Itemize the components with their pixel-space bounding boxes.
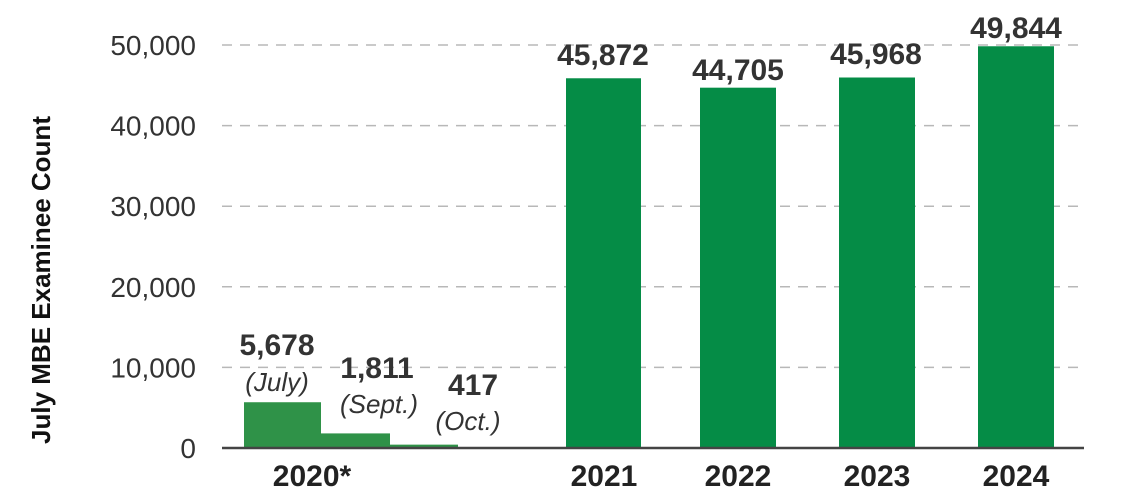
- data-label: 49,844: [970, 12, 1062, 45]
- bar-2021: [566, 78, 641, 449]
- x-tick-label: 2021: [571, 460, 638, 493]
- gridlines: [222, 44, 1084, 369]
- data-label: 45,872: [557, 39, 649, 72]
- bar-2023: [839, 77, 915, 448]
- y-tick-label: 40,000: [110, 111, 196, 142]
- data-sublabel: (July): [245, 367, 309, 397]
- y-tick-label: 10,000: [110, 352, 196, 383]
- y-axis-label: July MBE Examinee Count: [26, 116, 56, 444]
- y-tick-label: 50,000: [110, 30, 196, 61]
- data-sublabel: (Sept.): [340, 389, 418, 419]
- x-tick-label: 2020*: [273, 460, 352, 493]
- bar-2020-2: [390, 444, 458, 448]
- x-tick-label: 2023: [844, 460, 911, 493]
- y-tick-label: 0: [180, 433, 196, 464]
- data-label: 45,968: [830, 38, 922, 71]
- y-tick-labels: 0 10,000 20,000 30,000 40,000 50,000: [110, 30, 196, 464]
- bar-2024: [978, 46, 1054, 449]
- bar-2020-1: [321, 433, 390, 448]
- x-tick-label: 2024: [983, 460, 1050, 493]
- data-labels: 5,678 (July) 1,811 (Sept.) 417 (Oct.) 45,872 44…: [239, 12, 1062, 436]
- x-tick-labels: 2020* 2021 2022 2023 2024: [273, 460, 1050, 493]
- data-sublabel: (Oct.): [436, 406, 501, 436]
- data-label: 1,811: [340, 352, 413, 385]
- data-label: 5,678: [239, 329, 314, 362]
- y-tick-label: 30,000: [110, 191, 196, 222]
- data-label: 44,705: [692, 54, 784, 87]
- bar-2022: [700, 87, 776, 448]
- data-label: 417: [448, 369, 498, 402]
- bars: [244, 46, 1054, 449]
- bar-2020-0: [244, 402, 321, 448]
- y-tick-label: 20,000: [110, 272, 196, 303]
- x-tick-label: 2022: [705, 460, 772, 493]
